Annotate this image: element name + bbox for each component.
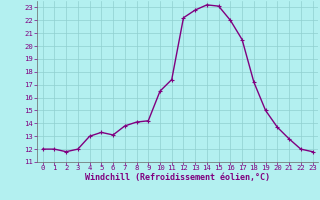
- X-axis label: Windchill (Refroidissement éolien,°C): Windchill (Refroidissement éolien,°C): [85, 173, 270, 182]
